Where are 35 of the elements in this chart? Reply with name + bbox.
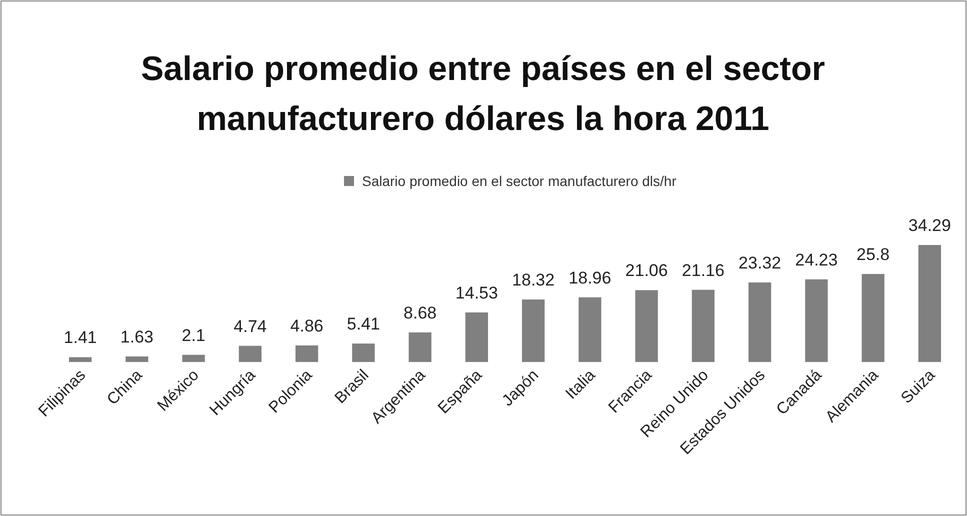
data-label: 21.06	[625, 261, 668, 280]
data-label: 21.16	[682, 260, 724, 280]
bar	[238, 346, 262, 362]
data-label: 24.23	[795, 250, 838, 270]
data-label: 8.68	[404, 303, 437, 322]
data-label: 5.41	[346, 314, 380, 334]
bar	[68, 357, 92, 362]
data-label: 18.32	[512, 270, 555, 290]
bar	[692, 290, 715, 362]
data-label: 4.74	[234, 316, 267, 336]
bar	[578, 297, 602, 362]
data-label: 2.1	[182, 326, 206, 345]
data-label: 23.32	[738, 253, 782, 272]
data-label: 18.96	[568, 268, 612, 288]
x-tick-label: Italia	[562, 366, 599, 403]
bar	[352, 344, 375, 362]
bar	[408, 332, 432, 362]
bar	[748, 282, 772, 362]
data-label: 1.63	[120, 327, 154, 346]
bar	[126, 356, 148, 362]
bar	[805, 279, 828, 362]
legend-label: Salario promedio en el sector manufacturero dls/hr	[362, 173, 677, 189]
data-label: 1.41	[64, 328, 97, 348]
bar	[862, 274, 884, 362]
bar	[522, 299, 545, 362]
data-label: 25.8	[856, 244, 890, 264]
data-label: 34.29	[908, 216, 951, 235]
bar	[465, 312, 488, 362]
bar	[918, 245, 942, 362]
bar	[635, 290, 658, 362]
bar	[295, 345, 318, 362]
bar	[182, 354, 205, 362]
chart-title: Salario promedio entre países en el sector manufacturero dólares la hora 2011	[140, 50, 826, 138]
data-label: 14.53	[455, 283, 498, 302]
data-label: 4.86	[290, 316, 324, 336]
